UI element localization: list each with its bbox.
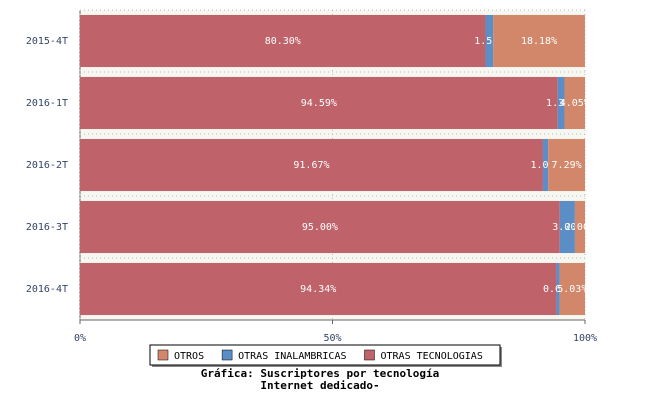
legend-swatch	[364, 349, 375, 361]
bar-segment	[493, 14, 585, 68]
chart-subtitle: Internet dedicado-	[260, 379, 379, 392]
data-label: 95.00%	[302, 222, 338, 233]
legend-swatch	[157, 349, 169, 361]
x-tick-label: 0%	[74, 333, 86, 344]
y-tick-label: 2016-2T	[26, 160, 68, 171]
bar-segment	[564, 76, 585, 130]
y-tick-label: 2016-1T	[26, 98, 68, 109]
bar-segment	[80, 200, 560, 254]
x-tick-label: 100%	[573, 333, 597, 344]
bar-segment	[557, 76, 565, 130]
legend-label: OTRAS INALAMBRICAS	[238, 351, 346, 362]
bar-segment	[80, 76, 558, 130]
legend-label: OTRAS TECNOLOGIAS	[380, 351, 482, 362]
data-label: 5.03%	[557, 284, 587, 295]
data-label: 1.51%	[474, 36, 504, 47]
bar-segment	[548, 138, 585, 192]
y-tick-label: 2015-4T	[26, 36, 68, 47]
legend	[149, 344, 501, 366]
bar-segment	[80, 138, 543, 192]
data-label: 80.30%	[265, 36, 301, 47]
y-tick-label: 2016-4T	[26, 284, 68, 295]
data-label: 2.00%	[565, 222, 595, 233]
bar-segment	[574, 200, 585, 254]
bar-segment	[485, 14, 494, 68]
bar-segment	[559, 200, 575, 254]
data-label: 94.34%	[300, 284, 336, 295]
chart-title: Gráfica: Suscriptores por tecnología	[201, 367, 439, 380]
x-tick-label: 50%	[323, 333, 341, 344]
data-label: 0.63%	[543, 284, 573, 295]
data-label: 91.67%	[293, 160, 329, 171]
bar-segment	[556, 262, 560, 316]
bar-segment	[542, 138, 549, 192]
data-label: 3.00%	[552, 222, 582, 233]
data-label: 7.29%	[552, 160, 582, 171]
bar-segment	[559, 262, 585, 316]
y-tick-label: 2016-3T	[26, 222, 68, 233]
data-label: 94.59%	[301, 98, 337, 109]
data-label: 18.18%	[521, 36, 557, 47]
bar-segment	[80, 262, 557, 316]
bar-segment	[80, 14, 486, 68]
data-label: 1.36%	[546, 98, 576, 109]
legend-swatch	[221, 349, 233, 361]
legend-label: OTROS	[174, 351, 204, 362]
data-label: 4.05%	[560, 98, 590, 109]
data-label: 1.04%	[531, 160, 561, 171]
